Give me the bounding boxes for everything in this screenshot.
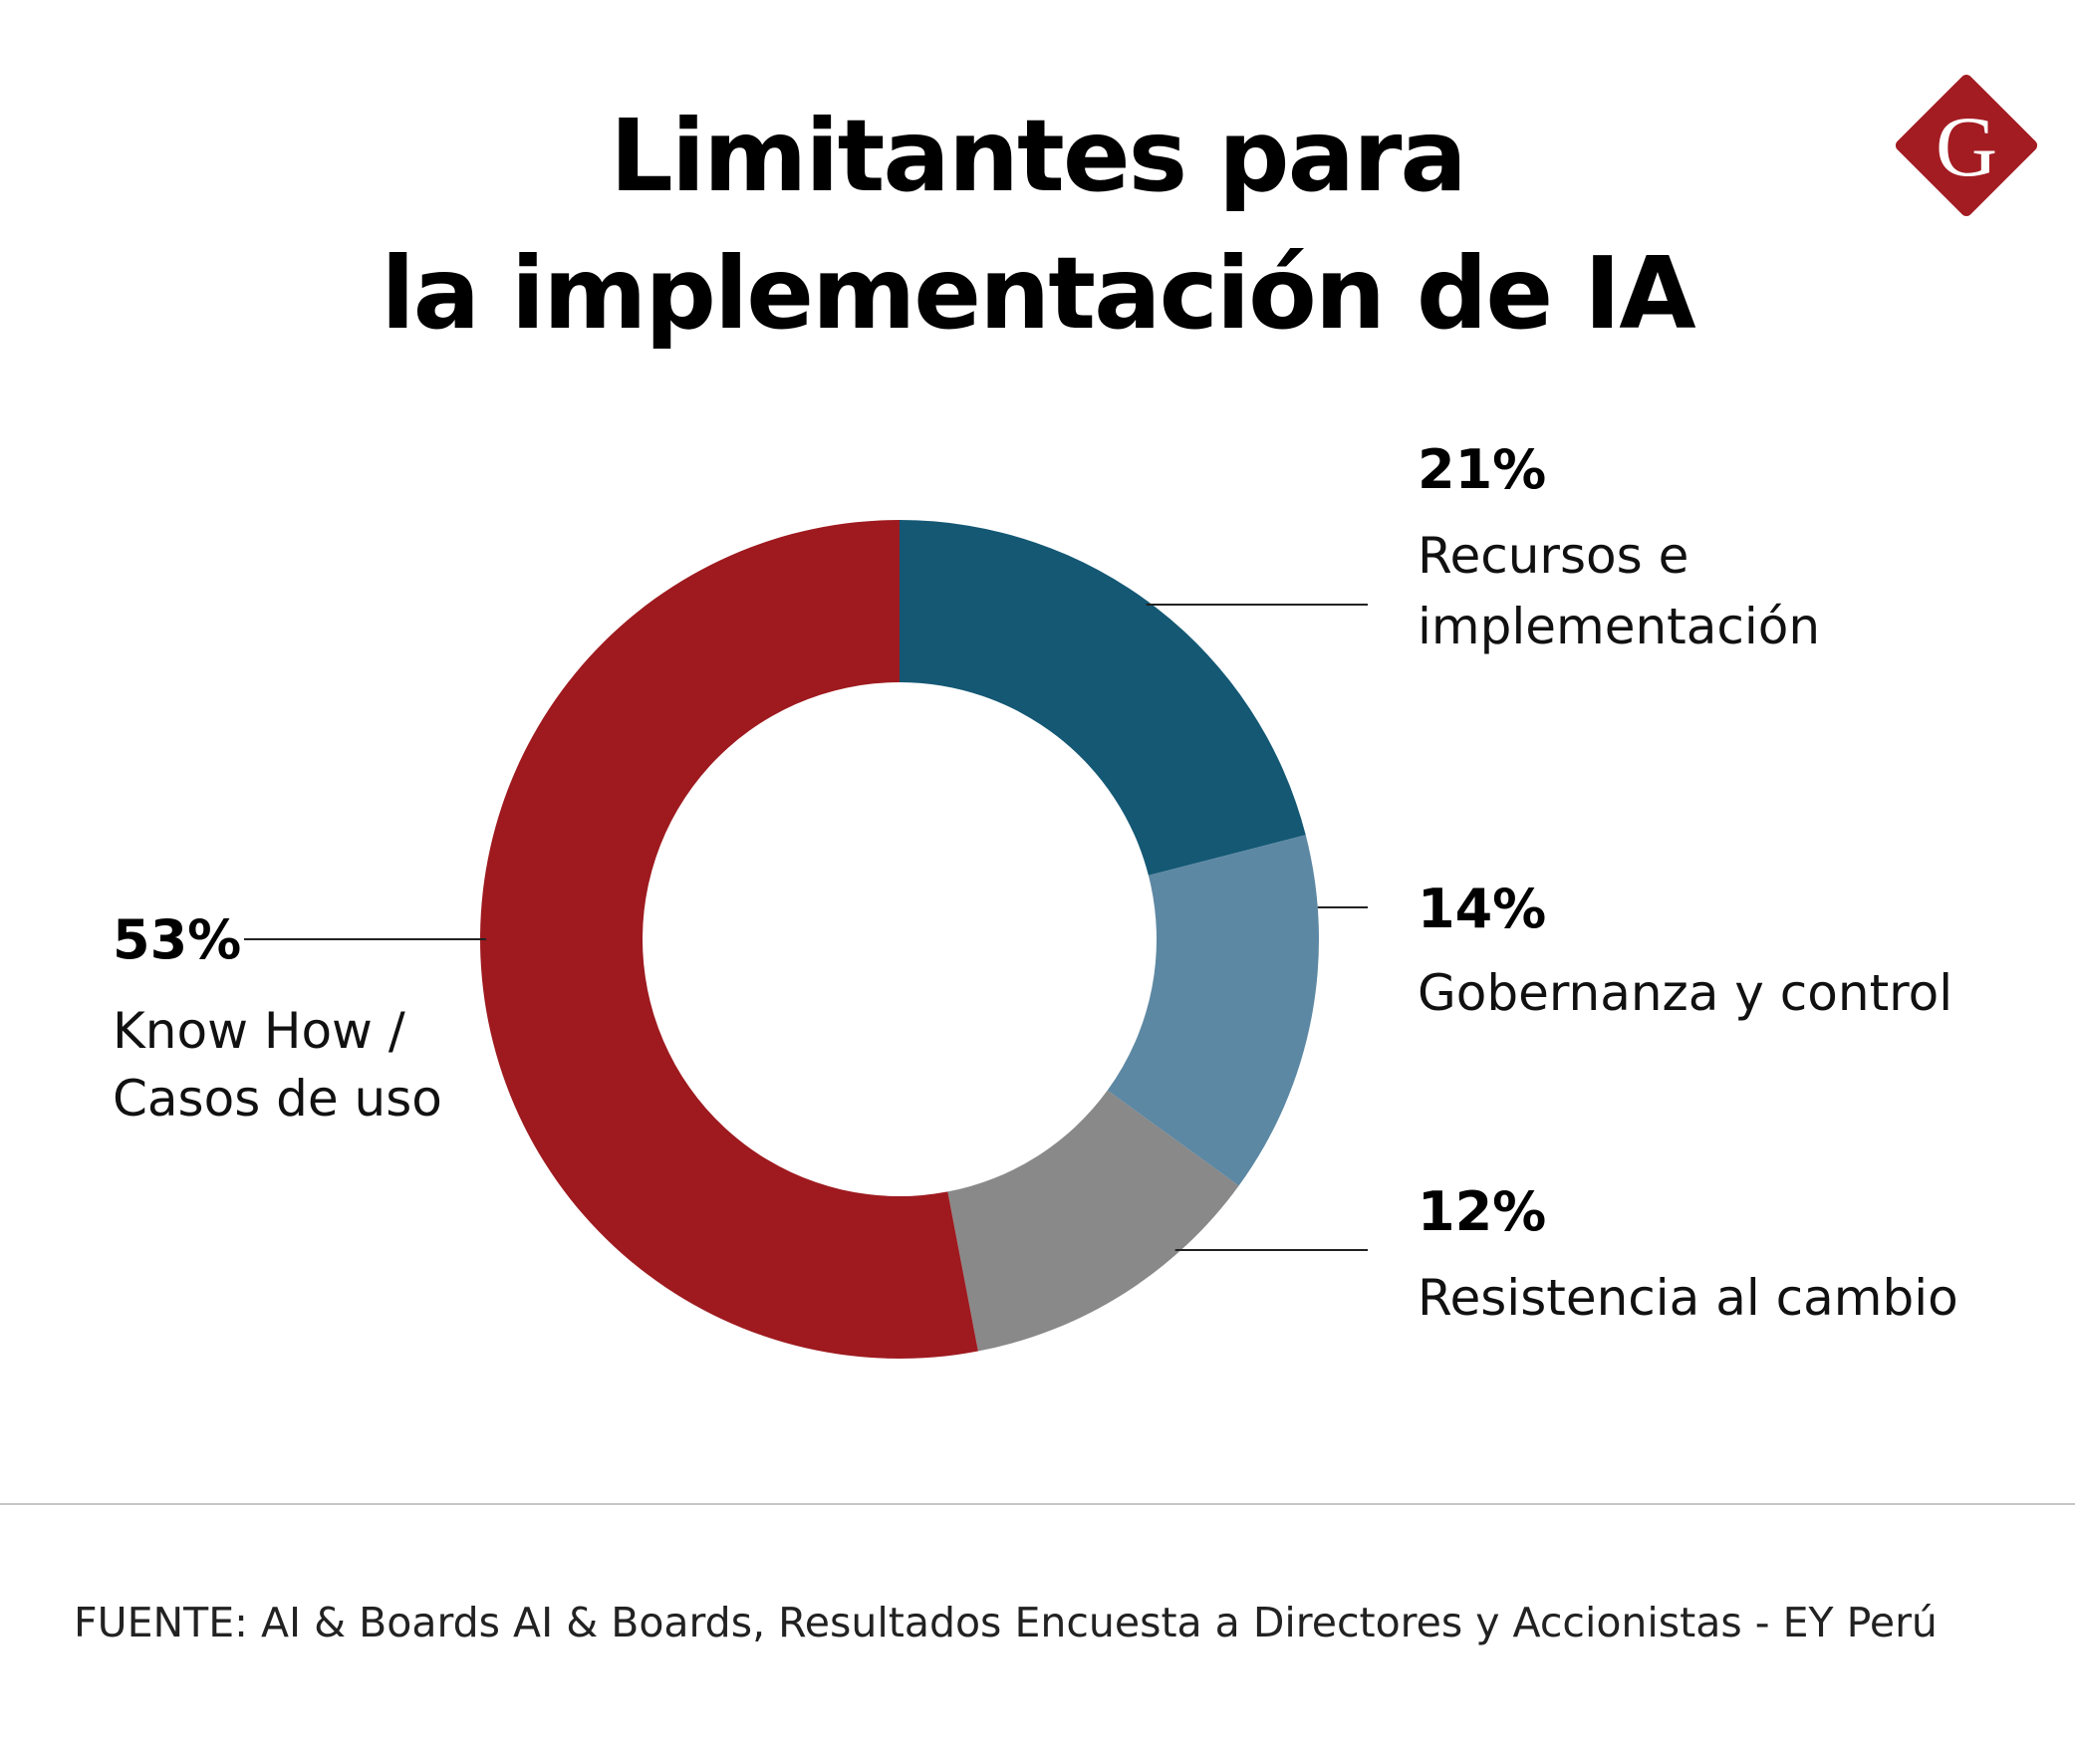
slice-label-3-line-1: Resistencia al cambio — [1418, 1269, 1958, 1327]
slice-percent-4: 53% — [113, 908, 241, 971]
slice-label-1-line-1: Recursos e — [1418, 527, 1688, 585]
slice-percent-1: 21% — [1418, 438, 1546, 501]
chart-title-line-2: la implementación de IA — [381, 235, 1695, 352]
g-diamond-logo-icon: G — [1895, 74, 2038, 217]
leader-lines — [244, 604, 1368, 1251]
slice-percent-3: 12% — [1418, 1180, 1546, 1243]
slice-labels: 21% Recursos e implementación 14% Gobernanza… — [113, 438, 1958, 1327]
slice-percent-2: 14% — [1418, 878, 1546, 940]
donut-slice-4 — [480, 520, 978, 1359]
chart-title-line-1: Limitantes para — [610, 98, 1467, 214]
chart-title: Limitantes para la implementación de IA — [0, 88, 2075, 363]
donut-slices — [480, 520, 1320, 1359]
logo-diamond — [1895, 74, 2038, 217]
source-note: FUENTE: AI & Boards AI & Boards, Resulta… — [74, 1599, 1938, 1646]
donut-slice-2 — [1107, 835, 1320, 1186]
slice-label-2-line-1: Gobernanza y control — [1418, 964, 1952, 1022]
donut-slice-1 — [900, 520, 1306, 876]
logo-letter: G — [1936, 99, 1997, 194]
slice-label-4-line-2: Casos de uso — [113, 1070, 442, 1128]
footer-divider — [0, 1503, 2075, 1505]
donut-slice-3 — [947, 1090, 1239, 1352]
slice-label-4-line-1: Know How / — [113, 1002, 405, 1060]
slice-label-1-line-2: implementación — [1418, 598, 1820, 655]
